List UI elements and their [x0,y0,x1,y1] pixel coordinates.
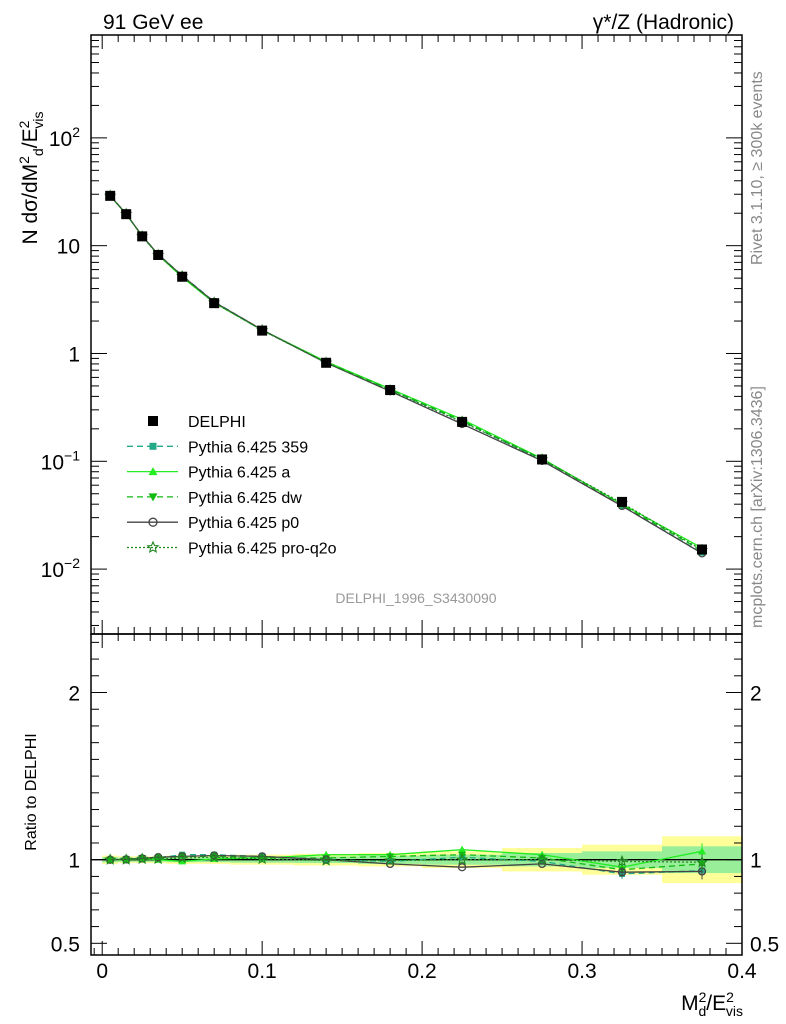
ratio-point-proq2o [256,852,269,865]
ratio-point-proq2o [103,853,117,865]
data-point [457,416,468,427]
ratio-y-tick-label-right: 2 [750,683,762,706]
ratio-point-proq2o [384,854,397,866]
header-left: 91 GeV ee [103,11,203,34]
data-point [257,325,268,336]
ratio-point-proq2o [320,854,333,866]
ratio-line-proq2o [110,856,703,863]
legend-marker-dw [148,493,158,502]
ratio-point-p359 [387,858,394,865]
ratio-point-proq2o [208,850,221,863]
ratio-point-proq2o [152,852,165,865]
x-tick-label: 0.1 [248,960,277,983]
y-tick-label: 10 [57,236,80,259]
ratio-point-dw [538,855,547,863]
mcplots-label: mcplots.cern.ch [arXiv:1306.3436] [749,386,766,628]
legend-label-data: DELPHI [188,414,246,431]
x-tick-label: 0.4 [727,960,757,983]
legend-label-a: Pythia 6.425 a [188,465,290,482]
data-point [209,298,220,309]
x-axis-label: M2 d/E2 vis [681,989,743,1019]
y-tick-label: 1 [68,343,80,366]
ratio-point-proq2o [120,853,133,865]
ratio-y-tick-label-left: 1 [68,850,80,873]
legend-marker-a [148,467,158,476]
data-point [105,190,116,201]
ratio-y-tick-label-left: 0.5 [51,933,80,956]
legend-label-p359: Pythia 6.425 359 [188,439,308,456]
analysis-id: DELPHI_1996_S3430090 [335,590,496,606]
ratio-y-axis-text: Ratio to DELPHI [23,733,40,850]
data-point [177,271,188,282]
ratio-y-tick-label-right: 1 [750,850,762,873]
data-point [137,231,148,242]
ratio-point-a [698,847,707,855]
legend-marker-proq2o [146,540,160,554]
ratio-point-proq2o [136,852,149,865]
legend: DELPHI Pythia 6.425 359 Pythia 6.425 a Pyth… [127,414,337,558]
data-point [617,496,628,507]
x-tick-label: 0 [96,960,108,983]
legend-label-dw: Pythia 6.425 dw [188,490,302,507]
header-right: γ*/Z (Hadronic) [593,11,734,34]
data-point [321,357,332,368]
ratio-y-tick-label-right: 0.5 [750,933,779,956]
data-point [385,385,396,396]
ratio-point-proq2o [176,851,189,864]
ratio-point-proq2o [455,853,469,865]
data-point [153,249,164,260]
ratio-frame [90,633,743,956]
y-tick-label: 10−2 [41,555,81,582]
legend-marker-p359 [149,442,157,450]
legend-marker-data [148,416,158,426]
legend-marker-p0 [148,517,158,527]
main-y-axis-label: N dσ/dM2d/E2vis [16,111,46,244]
rivet-label: Rivet 3.1.10, ≥ 300k events [749,71,766,265]
data-point [537,454,548,465]
ratio-point-proq2o [535,853,549,865]
legend-label-proq2o: Pythia 6.425 pro-q2o [188,541,337,558]
x-tick-label: 0.2 [407,960,436,983]
ratio-point-proq2o [615,854,629,867]
ratio-point-p0 [617,868,627,877]
ratio-point-a [458,845,467,853]
ratio-y-tick-label-left: 2 [68,683,80,706]
legend-label-p0: Pythia 6.425 p0 [188,515,299,532]
y-tick-label: 102 [49,124,80,151]
x-tick-label: 0.3 [567,960,596,983]
y-tick-label: 10−1 [41,447,81,474]
ratio-y-axis-label: Ratio to DELPHI [23,733,40,850]
data-point [697,544,708,555]
data-point [121,209,132,220]
ratio-panel: 2 2 1 1 0.5 0.5 0 0.1 0.2 0.3 0.4 [51,633,779,983]
ratio-point-p0 [457,863,467,872]
main-panel: 102 10 1 10−1 10−2 [41,34,743,635]
ratio-point-proq2o [695,855,709,868]
